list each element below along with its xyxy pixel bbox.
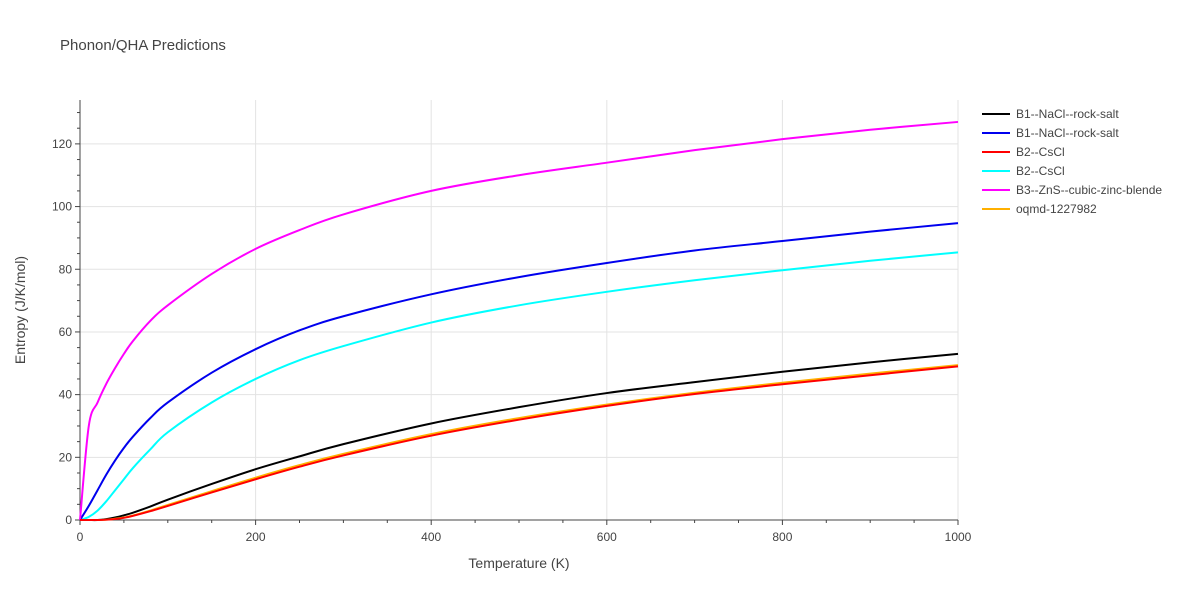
legend-label: B2--CsCl [1016, 164, 1065, 178]
x-axis-title: Temperature (K) [468, 555, 569, 571]
chart-title: Phonon/QHA Predictions [60, 37, 226, 54]
series-layer [79, 120, 959, 522]
axis-layer: 0 200 400 600 800 1000 0 20 40 60 80 100 120 [52, 100, 972, 544]
series-line-b2-cscl [79, 251, 959, 521]
y-axis-title: Entropy (J/K/mol) [12, 256, 28, 364]
y-tick-label: 80 [59, 262, 73, 276]
series-line-b2-cscl [80, 365, 959, 522]
x-tick-label: 200 [246, 530, 266, 544]
y-tick-label: 100 [52, 200, 72, 214]
y-tick-label: 20 [59, 450, 73, 464]
series-line-b3-zns-cubic-zinc-blende [79, 120, 959, 521]
y-tick-label: 40 [59, 388, 73, 402]
y-tick-label: 120 [52, 137, 72, 151]
legend: B1--NaCl--rock-salt B1--NaCl--rock-salt B2… [982, 107, 1162, 216]
x-tick-label: 600 [597, 530, 617, 544]
x-tick-label: 0 [77, 530, 84, 544]
x-tick-label: 400 [421, 530, 441, 544]
legend-label: B1--NaCl--rock-salt [1016, 126, 1119, 140]
x-tick-label: 800 [772, 530, 792, 544]
y-tick-label: 60 [59, 325, 73, 339]
x-tick-label: 1000 [945, 530, 972, 544]
legend-label: B2--CsCl [1016, 145, 1065, 159]
legend-label: oqmd-1227982 [1016, 202, 1097, 216]
series-line-b1-nacl-rock-salt [79, 222, 959, 521]
legend-label: B3--ZnS--cubic-zinc-blende [1016, 183, 1162, 197]
y-tick-label: 0 [65, 513, 72, 527]
legend-label: B1--NaCl--rock-salt [1016, 107, 1119, 121]
